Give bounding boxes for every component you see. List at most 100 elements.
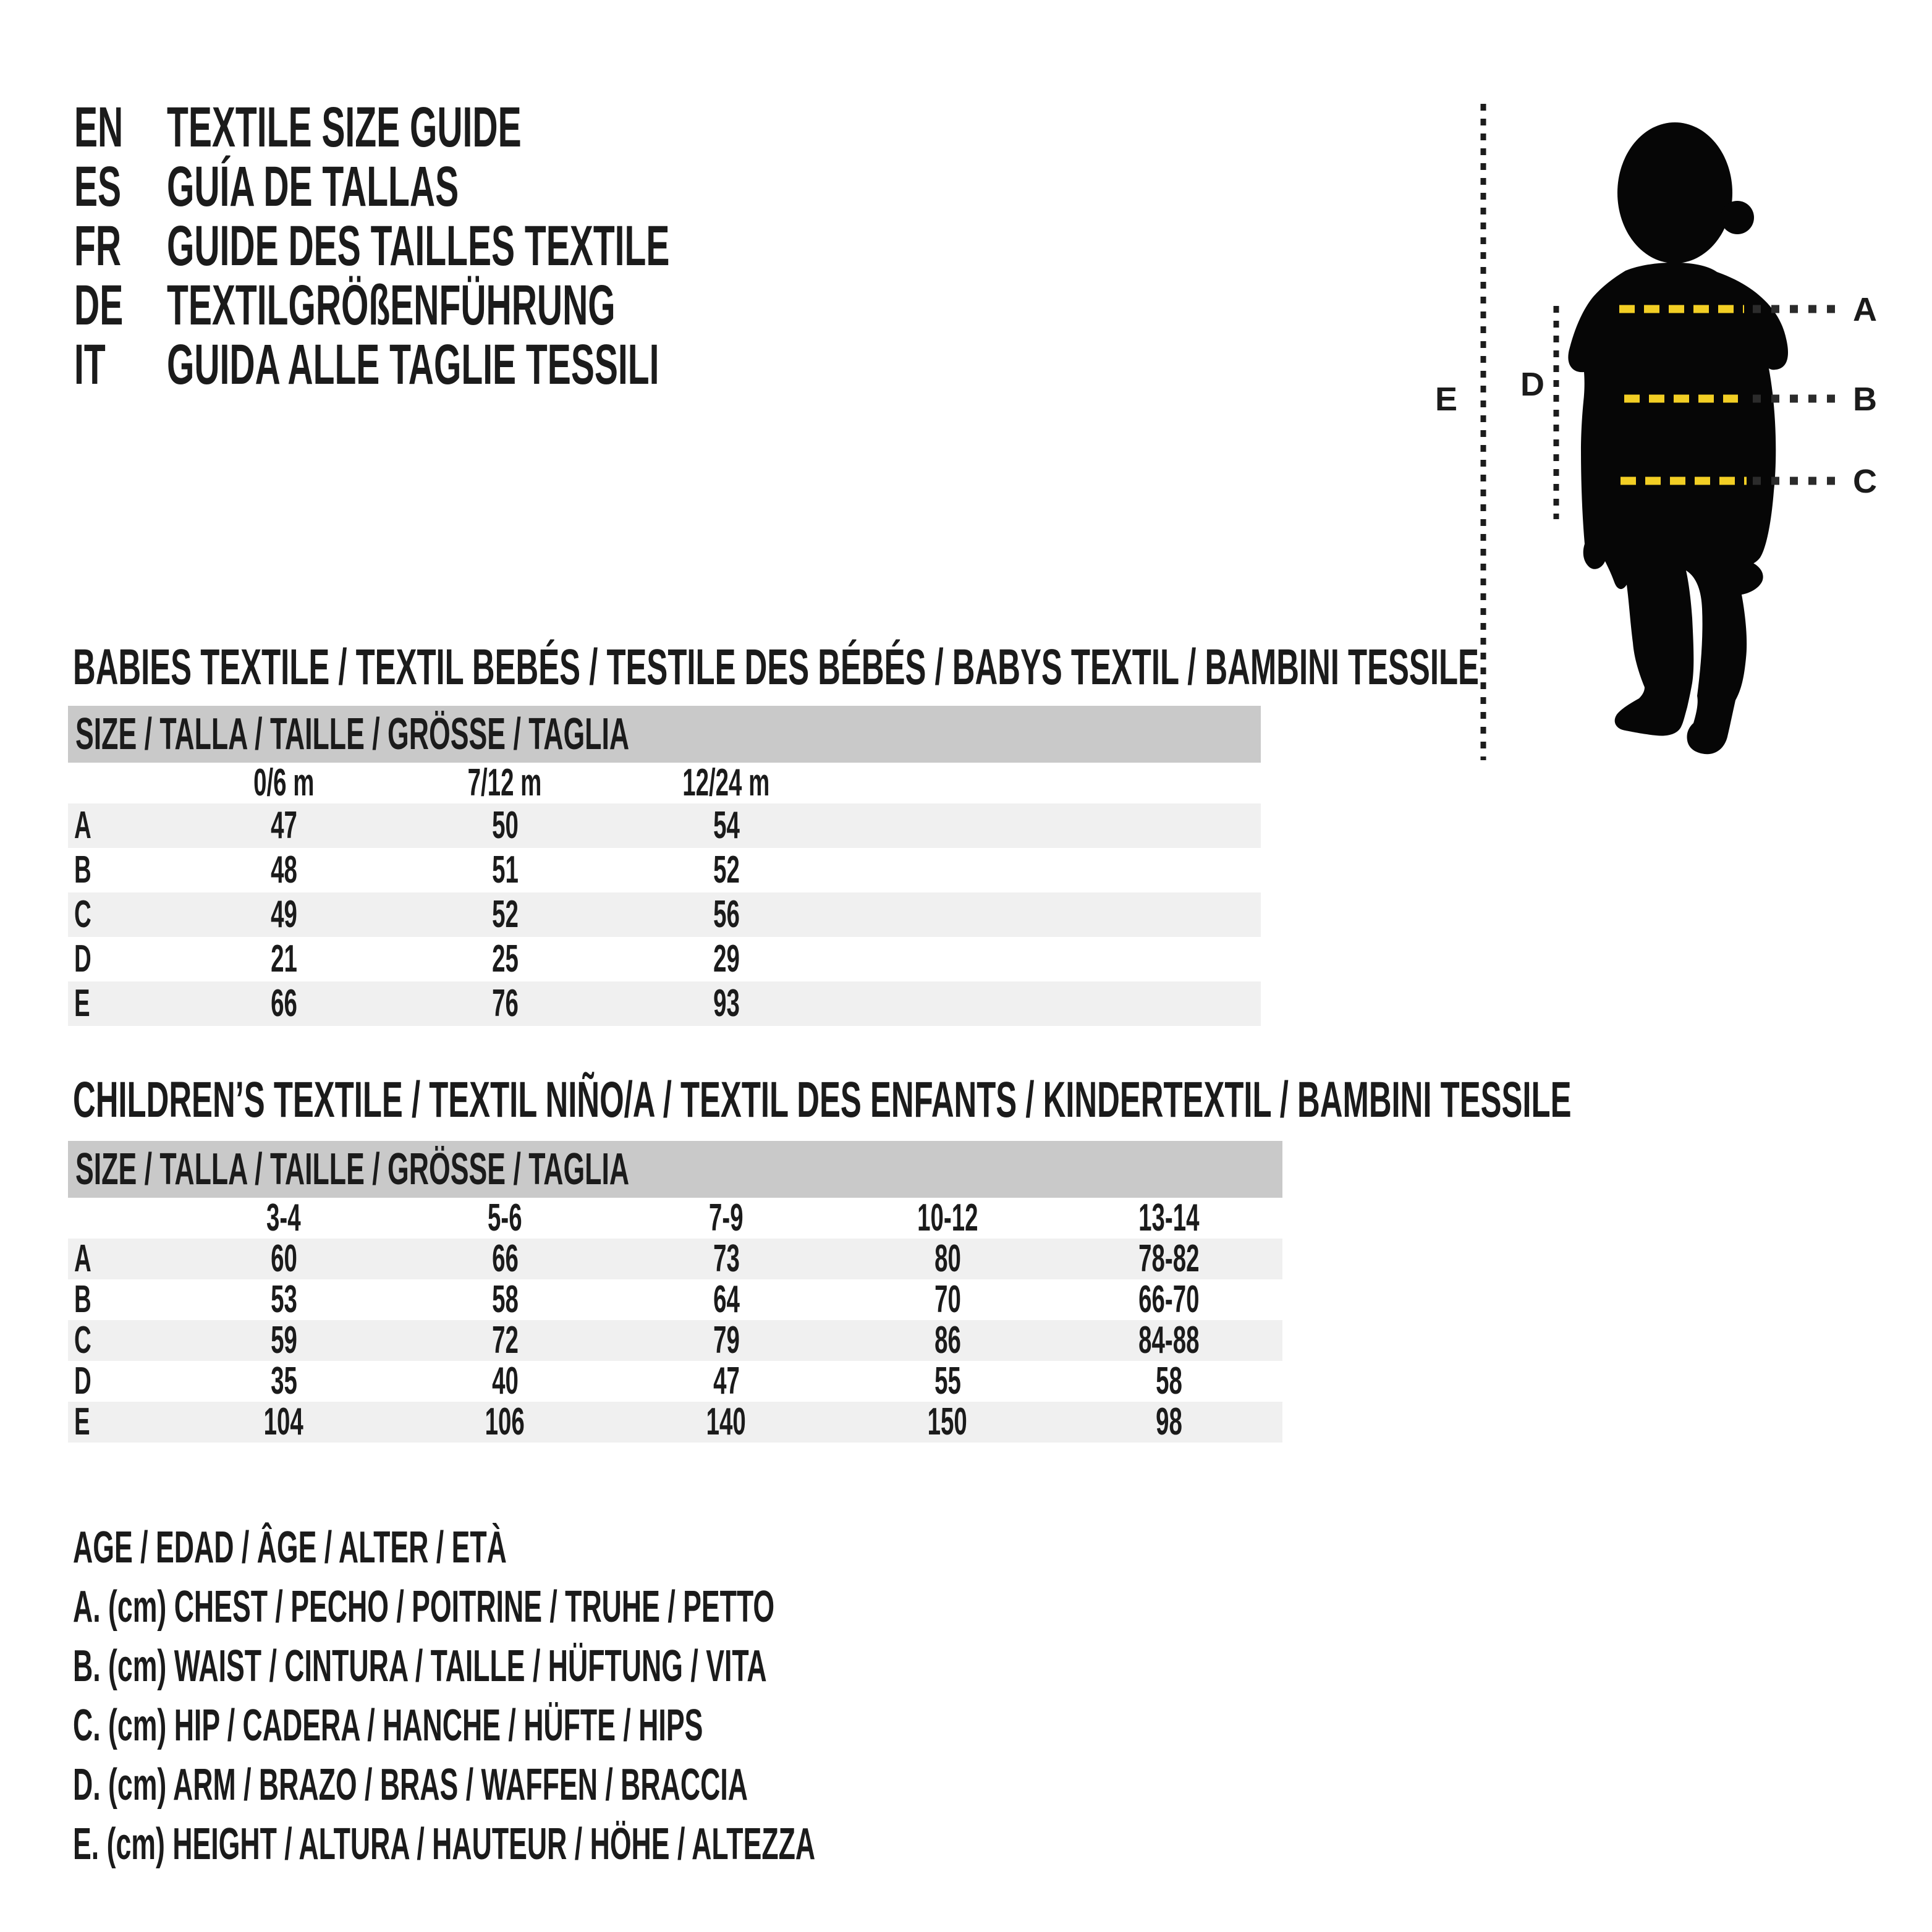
size-cell: 150 [927, 1400, 968, 1443]
lang-row-en: EN TEXTILE SIZE GUIDE [74, 98, 978, 157]
size-cell: 29 [713, 938, 740, 980]
size-cell: 66-70 [1138, 1278, 1200, 1321]
lang-code-es: ES [74, 155, 122, 218]
table-row: D 35 40 47 55 58 [68, 1361, 1282, 1402]
legend-age: AGE / EDAD / ÂGE / ALTER / ETÀ [73, 1523, 507, 1572]
row-label: A [74, 804, 91, 847]
size-cell: 58 [491, 1278, 519, 1321]
size-cell: 140 [706, 1400, 747, 1443]
children-size-header-bar: SIZE / TALLA / TAILLE / GRÖSSE / TAGLIA [68, 1141, 1282, 1198]
size-cell: 58 [1155, 1360, 1182, 1402]
size-cell: 104 [263, 1400, 304, 1443]
size-cell: 84-88 [1138, 1319, 1200, 1362]
figure-label-e: E [1435, 381, 1457, 418]
size-cell: 47 [713, 1360, 740, 1402]
figure-label-d: D [1520, 366, 1544, 403]
size-cell: 48 [270, 849, 297, 891]
table-row: C 59 72 79 86 84-88 [68, 1320, 1282, 1361]
size-cell: 59 [270, 1319, 297, 1362]
size-cell: 79 [713, 1319, 740, 1362]
size-cell: 60 [270, 1237, 297, 1280]
children-size-table: SIZE / TALLA / TAILLE / GRÖSSE / TAGLIA … [68, 1141, 1282, 1443]
babies-size-header-bar: SIZE / TALLA / TAILLE / GRÖSSE / TAGLIA [68, 706, 1261, 763]
size-cell: 40 [491, 1360, 519, 1402]
lang-title-en: TEXTILE SIZE GUIDE [167, 96, 522, 159]
table-row: E 66 76 93 [68, 981, 1261, 1026]
babies-column-header-row: 0/6 m 7/12 m 12/24 m [68, 763, 1261, 803]
size-cell: 86 [934, 1319, 961, 1362]
legend-chest: A. (cm) CHEST / PECHO / POITRINE / TRUHE… [73, 1582, 775, 1632]
figure-label-a: A [1853, 291, 1877, 328]
size-cell: 50 [491, 804, 519, 847]
child-silhouette [1568, 122, 1789, 755]
children-col-3: 10-12 [917, 1197, 978, 1239]
measurement-legend: AGE / EDAD / ÂGE / ALTER / ETÀ A. (cm) C… [73, 1518, 1270, 1874]
size-cell: 47 [270, 804, 297, 847]
table-row: C 49 52 56 [68, 892, 1261, 937]
children-col-0: 3-4 [266, 1197, 301, 1239]
babies-section-heading: BABIES TEXTILE / TEXTIL BEBÉS / TESTILE … [73, 639, 1479, 695]
size-cell: 73 [713, 1237, 740, 1280]
lang-row-de: DE TEXTILGRÖßENFÜHRUNG [74, 276, 978, 335]
row-label: A [74, 1237, 91, 1280]
row-label: E [74, 982, 90, 1025]
table-row: D 21 25 29 [68, 937, 1261, 981]
language-title-list: EN TEXTILE SIZE GUIDE ES GUÍA DE TALLAS … [74, 98, 978, 394]
row-label: C [74, 893, 91, 936]
size-cell: 98 [1155, 1400, 1182, 1443]
legend-height: E. (cm) HEIGHT / ALTURA / HAUTEUR / HÖHE… [73, 1820, 816, 1869]
size-cell: 21 [270, 938, 297, 980]
size-cell: 51 [491, 849, 519, 891]
table-row: A 47 50 54 [68, 803, 1261, 848]
legend-arm: D. (cm) ARM / BRAZO / BRAS / WAFFEN / BR… [73, 1760, 748, 1810]
row-label: B [74, 1278, 91, 1321]
lang-title-fr: GUIDE DES TAILLES TEXTILE [167, 214, 670, 278]
row-label: D [74, 938, 91, 980]
measurement-figure: A B C D E [1409, 87, 1932, 779]
size-cell: 76 [491, 982, 519, 1025]
size-cell: 53 [270, 1278, 297, 1321]
size-cell: 52 [491, 893, 519, 936]
children-section-heading: CHILDREN’S TEXTILE / TEXTIL NIÑO/A / TEX… [73, 1072, 1572, 1128]
legend-waist: B. (cm) WAIST / CINTURA / TAILLE / HÜFTU… [73, 1642, 767, 1691]
legend-hip: C. (cm) HIP / CADERA / HANCHE / HÜFTE / … [73, 1701, 703, 1750]
size-cell: 80 [934, 1237, 961, 1280]
size-cell: 49 [270, 893, 297, 936]
lang-code-en: EN [74, 96, 124, 159]
figure-label-c: C [1853, 463, 1877, 500]
size-cell: 54 [713, 804, 740, 847]
size-cell: 56 [713, 893, 740, 936]
size-cell: 106 [485, 1400, 525, 1443]
size-cell: 35 [270, 1360, 297, 1402]
children-col-4: 13-14 [1138, 1197, 1200, 1239]
row-label: B [74, 849, 91, 891]
figure-label-b: B [1853, 381, 1877, 418]
lang-row-es: ES GUÍA DE TALLAS [74, 157, 978, 216]
row-label: D [74, 1360, 91, 1402]
babies-col-0: 0/6 m [253, 761, 315, 804]
babies-col-2: 12/24 m [682, 761, 770, 804]
size-cell: 78-82 [1138, 1237, 1200, 1280]
table-row: B 53 58 64 70 66-70 [68, 1279, 1282, 1320]
lang-title-de: TEXTILGRÖßENFÜHRUNG [167, 274, 616, 337]
size-cell: 70 [934, 1278, 961, 1321]
lang-code-de: DE [74, 274, 124, 337]
table-row: E 104 106 140 150 98 [68, 1402, 1282, 1443]
table-row: B 48 51 52 [68, 848, 1261, 892]
children-col-1: 5-6 [488, 1197, 522, 1239]
size-cell: 64 [713, 1278, 740, 1321]
size-cell: 55 [934, 1360, 961, 1402]
size-cell: 66 [270, 982, 297, 1025]
row-label: E [74, 1400, 90, 1443]
children-col-2: 7-9 [709, 1197, 744, 1239]
row-label: C [74, 1319, 91, 1362]
size-cell: 52 [713, 849, 740, 891]
lang-row-it: IT GUIDA ALLE TAGLIE TESSILI [74, 335, 978, 394]
size-cell: 72 [491, 1319, 519, 1362]
babies-col-1: 7/12 m [468, 761, 542, 804]
table-row: A 60 66 73 80 78-82 [68, 1239, 1282, 1279]
babies-size-table: SIZE / TALLA / TAILLE / GRÖSSE / TAGLIA … [68, 706, 1261, 1026]
children-column-header-row: 3-4 5-6 7-9 10-12 13-14 [68, 1198, 1282, 1239]
lang-title-it: GUIDA ALLE TAGLIE TESSILI [167, 333, 659, 396]
